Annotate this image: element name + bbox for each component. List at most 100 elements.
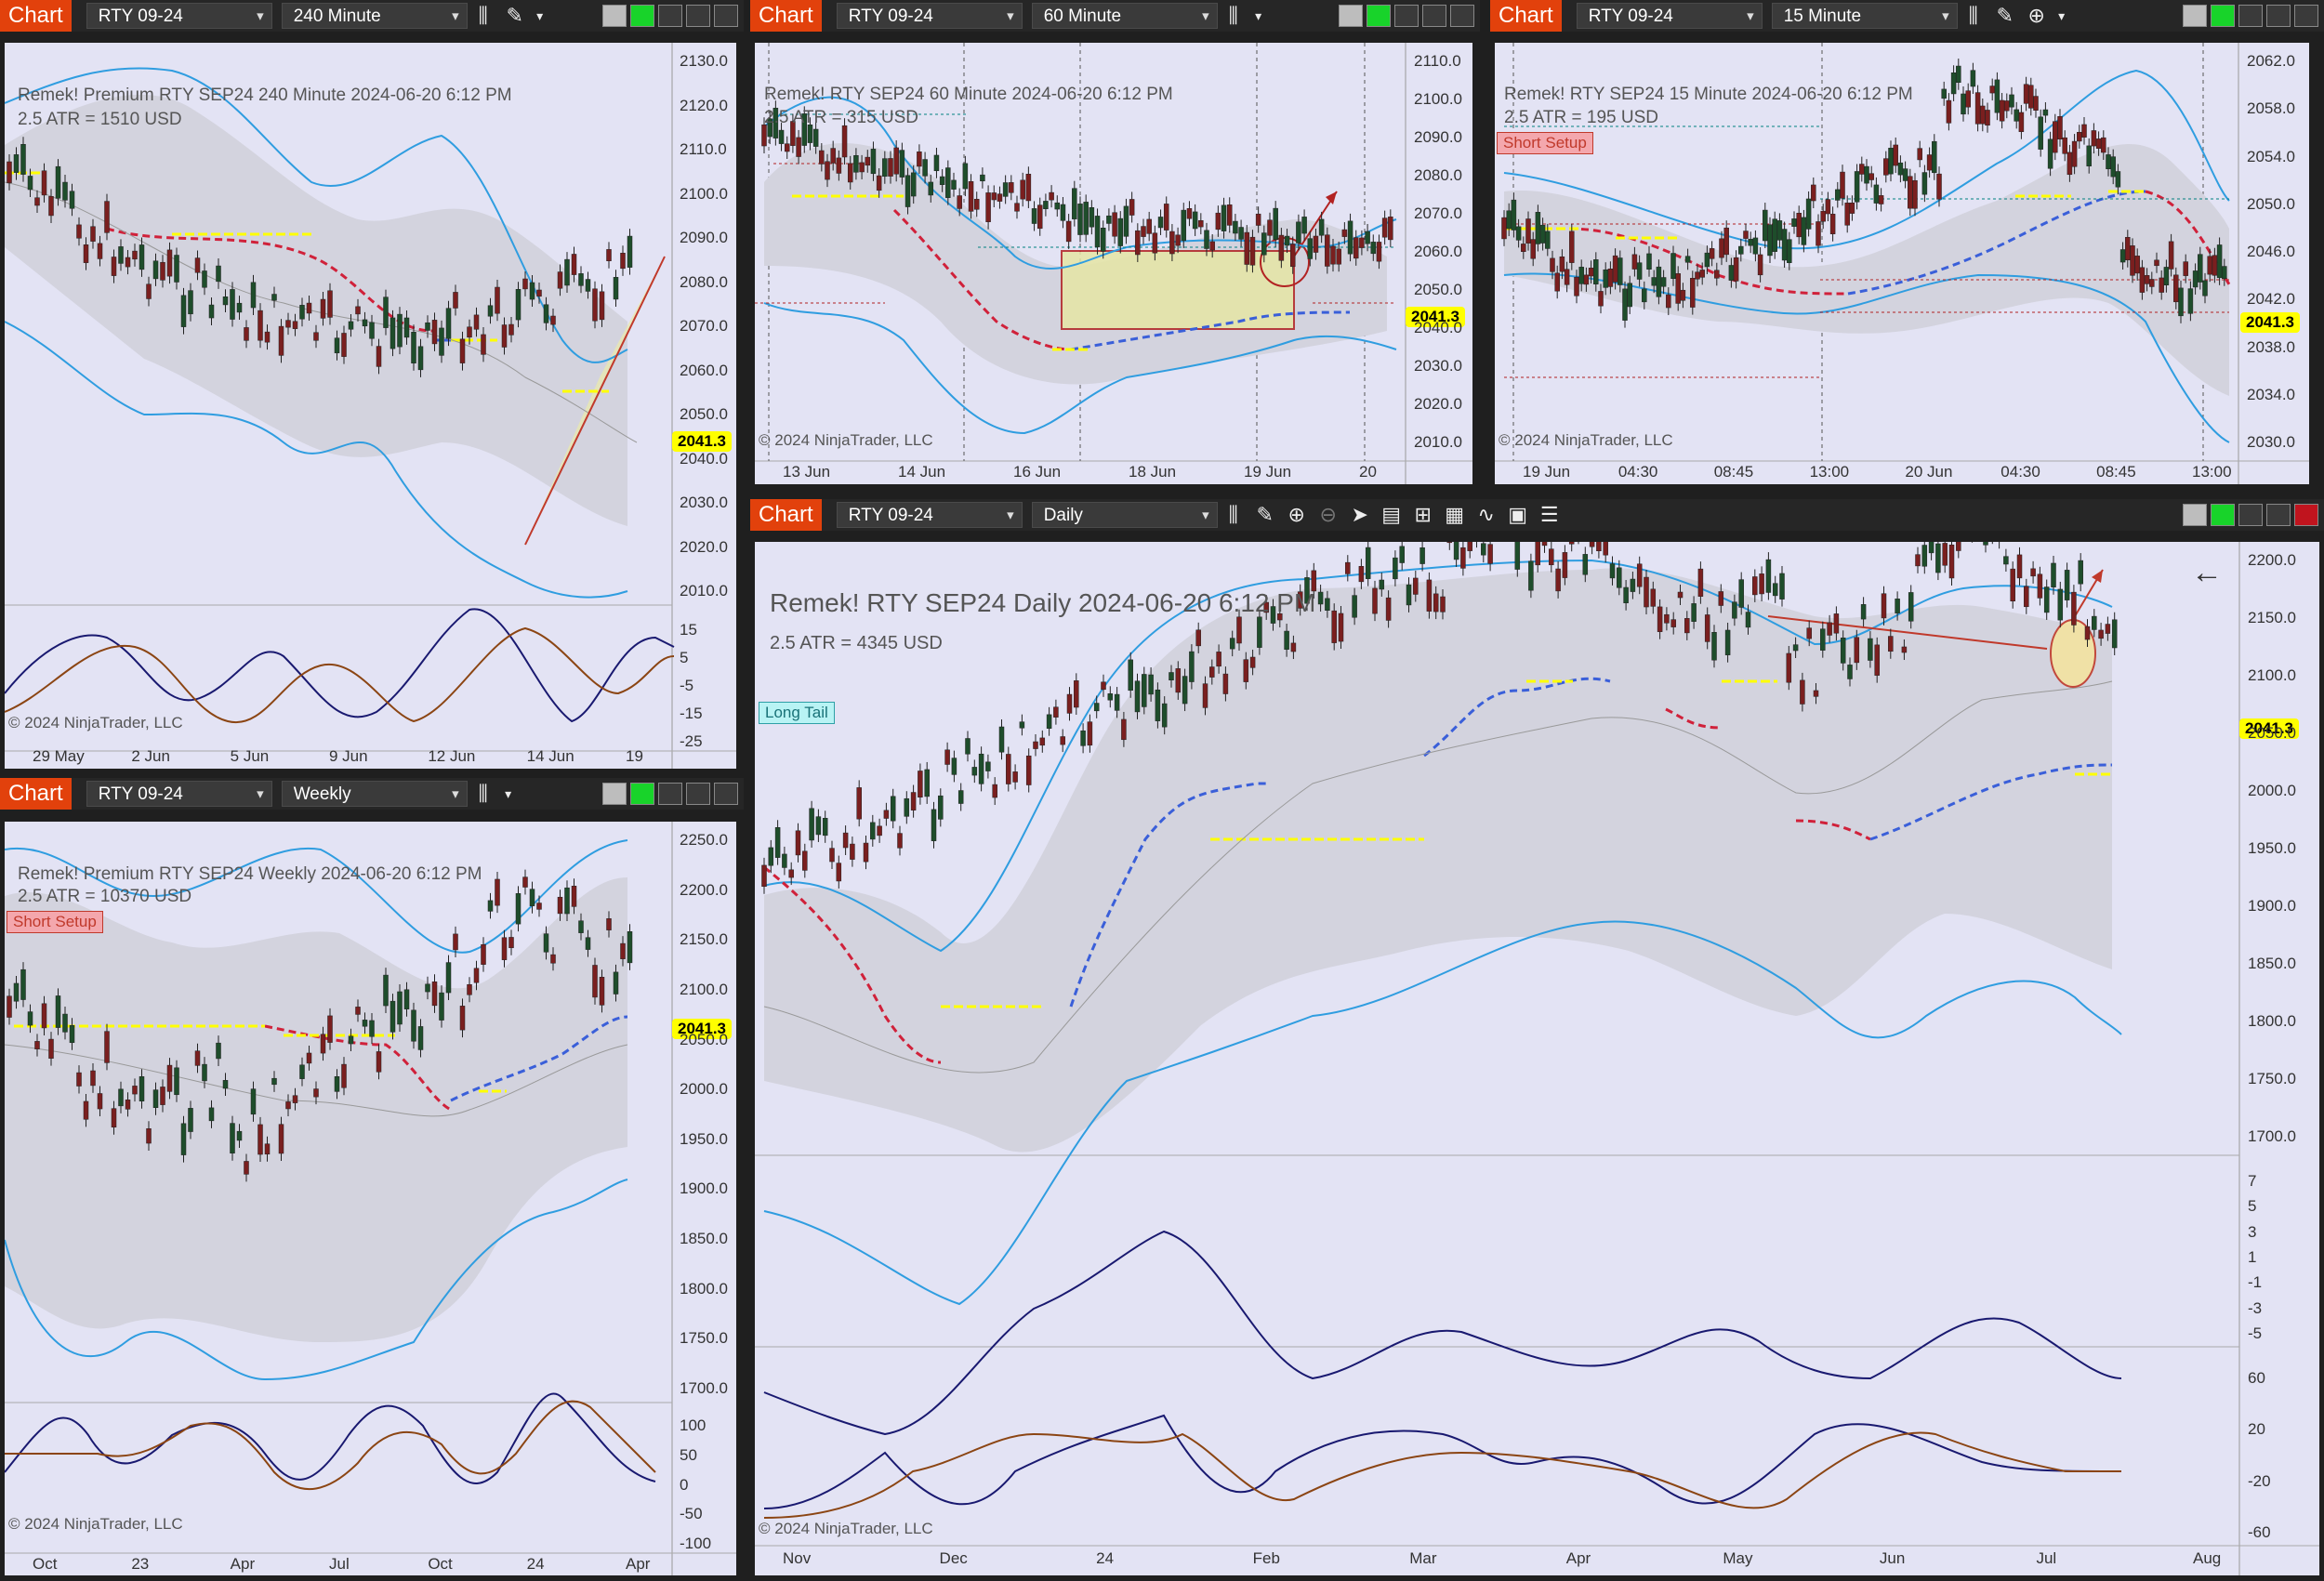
chart-panel-15min[interactable]: Remek! RTY SEP24 15 Minute 2024-06-20 6:… (1495, 43, 2309, 484)
dropdown-icon[interactable]: ▾ (2058, 7, 2066, 23)
candle-body (606, 918, 612, 930)
drawing-tool-icon[interactable]: ✎ (1996, 4, 2014, 27)
back-arrow-icon[interactable]: ← (2191, 555, 2223, 590)
axis-tick-label: Aug (2193, 1549, 2222, 1567)
dropdown-icon[interactable]: ▾ (536, 7, 544, 23)
trend-line (524, 256, 666, 546)
maximize-button[interactable] (1422, 5, 1446, 27)
list-icon[interactable]: ☰ (1539, 503, 1559, 526)
candle-body (390, 317, 396, 349)
green-window-button[interactable] (630, 5, 654, 27)
dropdown-icon[interactable]: ▾ (1255, 7, 1262, 23)
maximize-button[interactable] (2266, 504, 2291, 526)
instrument-selector[interactable]: RTY 09-24 ▾ (86, 3, 272, 29)
candle-body (1564, 269, 1570, 285)
candle-body (1752, 237, 1759, 255)
instrument-selector[interactable]: RTY 09-24 ▾ (836, 502, 1023, 528)
candle-body (1467, 542, 1472, 551)
interval-selector[interactable]: Weekly ▾ (281, 781, 468, 807)
bar-type-icon[interactable]: ⫼ (478, 782, 488, 805)
candle-body (222, 296, 229, 306)
chart-tab[interactable]: Chart (0, 0, 72, 32)
minimize-button[interactable] (658, 783, 682, 805)
minimize-button[interactable] (2238, 504, 2263, 526)
minimize-button[interactable] (1394, 5, 1419, 27)
candle-body (1163, 204, 1169, 231)
candle-body (1087, 721, 1093, 746)
gray-window-button[interactable] (2183, 5, 2207, 27)
candle-body (1983, 542, 1988, 546)
moving-average (763, 680, 2113, 1074)
candle-body (1181, 209, 1187, 242)
candle-body (836, 863, 842, 882)
green-window-button[interactable] (1367, 5, 1391, 27)
candle-body (768, 847, 774, 866)
minimize-button[interactable] (658, 5, 682, 27)
interval-selector[interactable]: 240 Minute ▾ (281, 3, 468, 29)
close-button[interactable] (2294, 5, 2318, 27)
gray-window-button[interactable] (602, 5, 627, 27)
candle-body (285, 1101, 291, 1110)
candle-body (425, 322, 430, 331)
green-window-button[interactable] (2211, 504, 2235, 526)
instrument-selector[interactable]: RTY 09-24 ▾ (1576, 3, 1763, 29)
chart-panel-daily[interactable]: Remek! RTY SEP24 Daily 2024-06-20 6:12 P… (755, 542, 2319, 1575)
gray-window-button[interactable] (1339, 5, 1363, 27)
candle-body (1844, 203, 1850, 226)
green-window-button[interactable] (630, 783, 654, 805)
gray-window-button[interactable] (602, 783, 627, 805)
instrument-selector[interactable]: RTY 09-24 ▾ (836, 3, 1023, 29)
chart-trader-icon[interactable]: ▦ (1445, 503, 1465, 526)
properties-icon[interactable]: ⊞ (1414, 503, 1432, 526)
indicators-icon[interactable]: ∿ (1477, 503, 1495, 526)
chart-panel-60min[interactable]: Remek! RTY SEP24 60 Minute 2024-06-20 6:… (755, 43, 1472, 484)
gray-window-button[interactable] (2183, 504, 2207, 526)
bar-type-icon[interactable]: ⫼ (478, 4, 488, 27)
maximize-button[interactable] (686, 783, 710, 805)
axis-tick-label: 2090.0 (680, 229, 728, 246)
candle-body (1704, 252, 1710, 268)
interval-selector[interactable]: 15 Minute ▾ (1771, 3, 1958, 29)
candle-body (1609, 563, 1616, 579)
green-window-button[interactable] (2211, 5, 2235, 27)
instrument-selector[interactable]: RTY 09-24 ▾ (86, 781, 272, 807)
interval-selector[interactable]: Daily ▾ (1031, 502, 1218, 528)
strategies-icon[interactable]: ▣ (1508, 503, 1528, 526)
interval-selector[interactable]: 60 Minute ▾ (1031, 3, 1218, 29)
axis-tick-label: 04:30 (1618, 463, 1658, 481)
close-button[interactable] (2294, 504, 2318, 526)
bar-type-icon[interactable]: ⫼ (1228, 503, 1238, 526)
maximize-button[interactable] (686, 5, 710, 27)
candle-body (1697, 568, 1704, 597)
chart-panel-weekly[interactable]: Remek! Premium RTY SEP24 Weekly 2024-06-… (5, 822, 736, 1575)
minimize-button[interactable] (2238, 5, 2263, 27)
close-button[interactable] (714, 783, 738, 805)
pointer-icon[interactable]: ➤ (1351, 503, 1368, 526)
bar-type-icon[interactable]: ⫼ (1228, 4, 1238, 27)
candle-body (968, 181, 974, 212)
dropdown-icon[interactable]: ▾ (505, 785, 512, 801)
axis-tick-label: -60 (2248, 1523, 2271, 1541)
chart-panel-240min[interactable]: Remek! Premium RTY SEP24 240 Minute 2024… (5, 43, 736, 769)
close-button[interactable] (1450, 5, 1474, 27)
zoom-out-icon[interactable]: ⊖ (1319, 503, 1337, 526)
chart-tab[interactable]: Chart (750, 499, 822, 531)
data-box-icon[interactable]: ▤ (1381, 503, 1402, 526)
x-axis: 29 May 2 Jun 5 Jun 9 Jun 12 Jun 14 Jun 19 Jun (5, 745, 672, 769)
maximize-button[interactable] (2266, 5, 2291, 27)
chart-tab[interactable]: Chart (0, 778, 72, 810)
candle-body (543, 933, 549, 953)
bar-type-icon[interactable]: ⫼ (1968, 4, 1978, 27)
drawing-tool-icon[interactable]: ✎ (1256, 503, 1274, 526)
chart-tab[interactable]: Chart (1490, 0, 1562, 32)
candle-body (1859, 164, 1865, 175)
interval-value: 60 Minute (1043, 7, 1122, 26)
chart-tab[interactable]: Chart (750, 0, 822, 32)
zoom-in-icon[interactable]: ⊕ (1287, 503, 1305, 526)
candle-body (529, 282, 535, 300)
candle-body (2016, 554, 2023, 579)
candle-body (1311, 570, 1317, 592)
close-button[interactable] (714, 5, 738, 27)
zoom-in-icon[interactable]: ⊕ (2027, 4, 2045, 27)
drawing-tool-icon[interactable]: ✎ (506, 4, 523, 27)
